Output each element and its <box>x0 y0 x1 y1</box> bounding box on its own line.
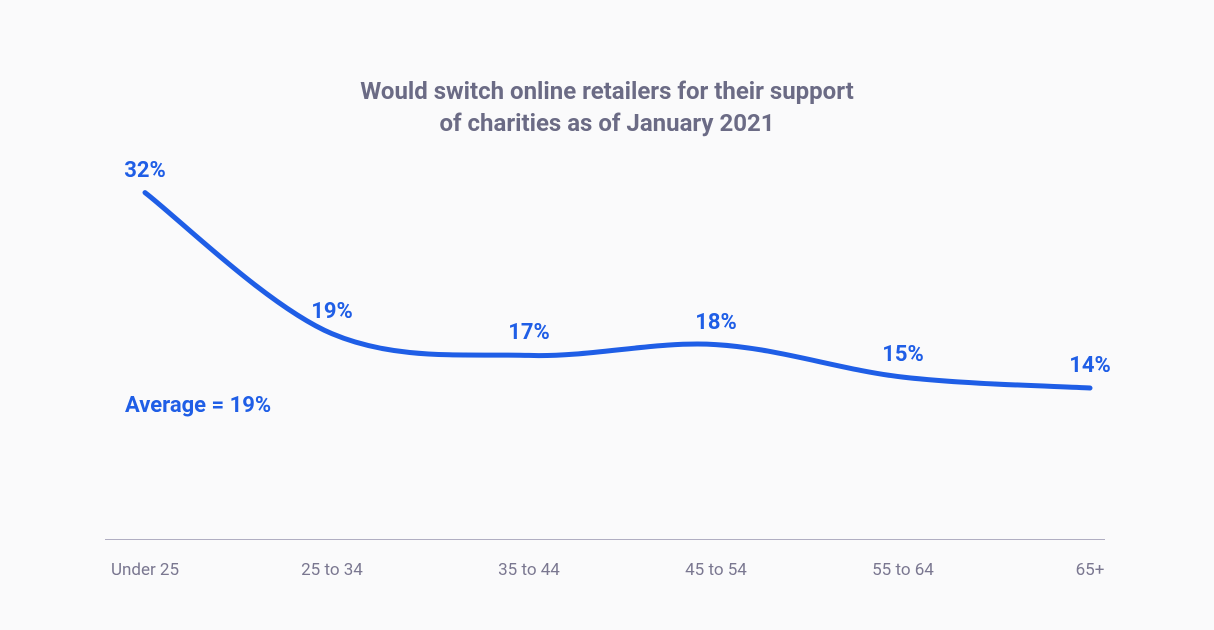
value-label: 14% <box>1069 353 1111 378</box>
chart-container: Would switch online retailers for their … <box>0 0 1214 630</box>
x-axis-label: Under 25 <box>111 560 179 580</box>
x-axis-label: 45 to 54 <box>685 560 747 580</box>
x-axis-label: 25 to 34 <box>301 560 363 580</box>
title-line: Would switch online retailers for their … <box>360 77 853 105</box>
title-line: of charities as of January 2021 <box>439 109 774 137</box>
x-axis-labels: Under 25 25 to 34 35 to 44 45 to 54 55 to 64… <box>105 560 1105 590</box>
value-label: 15% <box>882 342 924 367</box>
value-label: 18% <box>695 310 737 335</box>
x-axis-label: 35 to 44 <box>498 560 560 580</box>
line-path-svg <box>105 160 1105 540</box>
x-axis-label: 65+ <box>1076 560 1105 580</box>
plot-area: Average = 19% 32%19%17%18%15%14% <box>105 160 1105 540</box>
value-label: 17% <box>508 320 550 345</box>
data-line <box>145 193 1090 388</box>
x-axis-line <box>105 539 1105 540</box>
average-label: Average = 19% <box>125 393 271 418</box>
chart-title: Would switch online retailers for their … <box>0 75 1214 140</box>
x-axis-label: 55 to 64 <box>872 560 934 580</box>
value-label: 32% <box>124 158 166 183</box>
value-label: 19% <box>311 299 353 324</box>
